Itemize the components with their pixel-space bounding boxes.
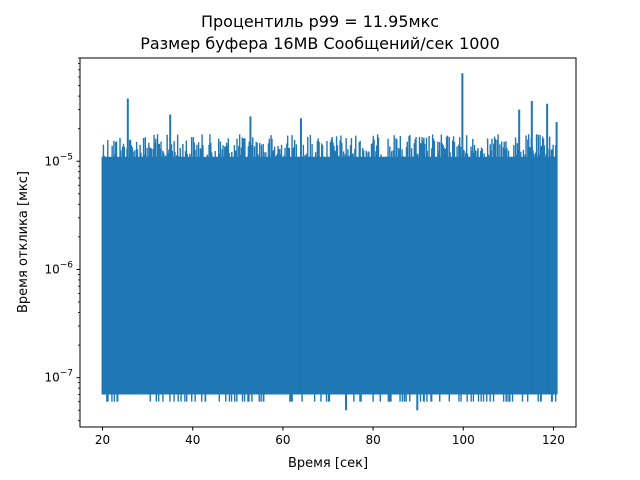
x-axis-ticks: 20 40 60 80 100 120 [95, 427, 565, 447]
chart-title: Процентиль p99 = 11.95мкс [201, 12, 439, 31]
y-axis-ticks: 10−7 10−6 10−5 [44, 57, 80, 422]
x-axis-label: Время [сек] [288, 456, 368, 471]
y-tick-label: 10−7 [44, 369, 73, 385]
x-tick-label: 100 [452, 433, 475, 447]
chart-subtitle: Размер буфера 16MB Сообщений/сек 1000 [140, 34, 500, 53]
series-low-whiskers [106, 394, 557, 402]
x-tick-label: 80 [365, 433, 380, 447]
plot-area [101, 73, 558, 411]
series-0 [101, 73, 558, 411]
y-axis-label: Время отклика [мкс] [16, 171, 31, 313]
axes-frame [79, 57, 577, 428]
x-tick-label: 40 [185, 433, 200, 447]
y-tick-label: 10−5 [44, 152, 73, 168]
series-fill [102, 156, 557, 395]
x-tick-label: 20 [95, 433, 110, 447]
y-tick-label: 10−6 [44, 260, 73, 276]
x-tick-label: 60 [275, 433, 290, 447]
x-tick-label: 120 [542, 433, 565, 447]
